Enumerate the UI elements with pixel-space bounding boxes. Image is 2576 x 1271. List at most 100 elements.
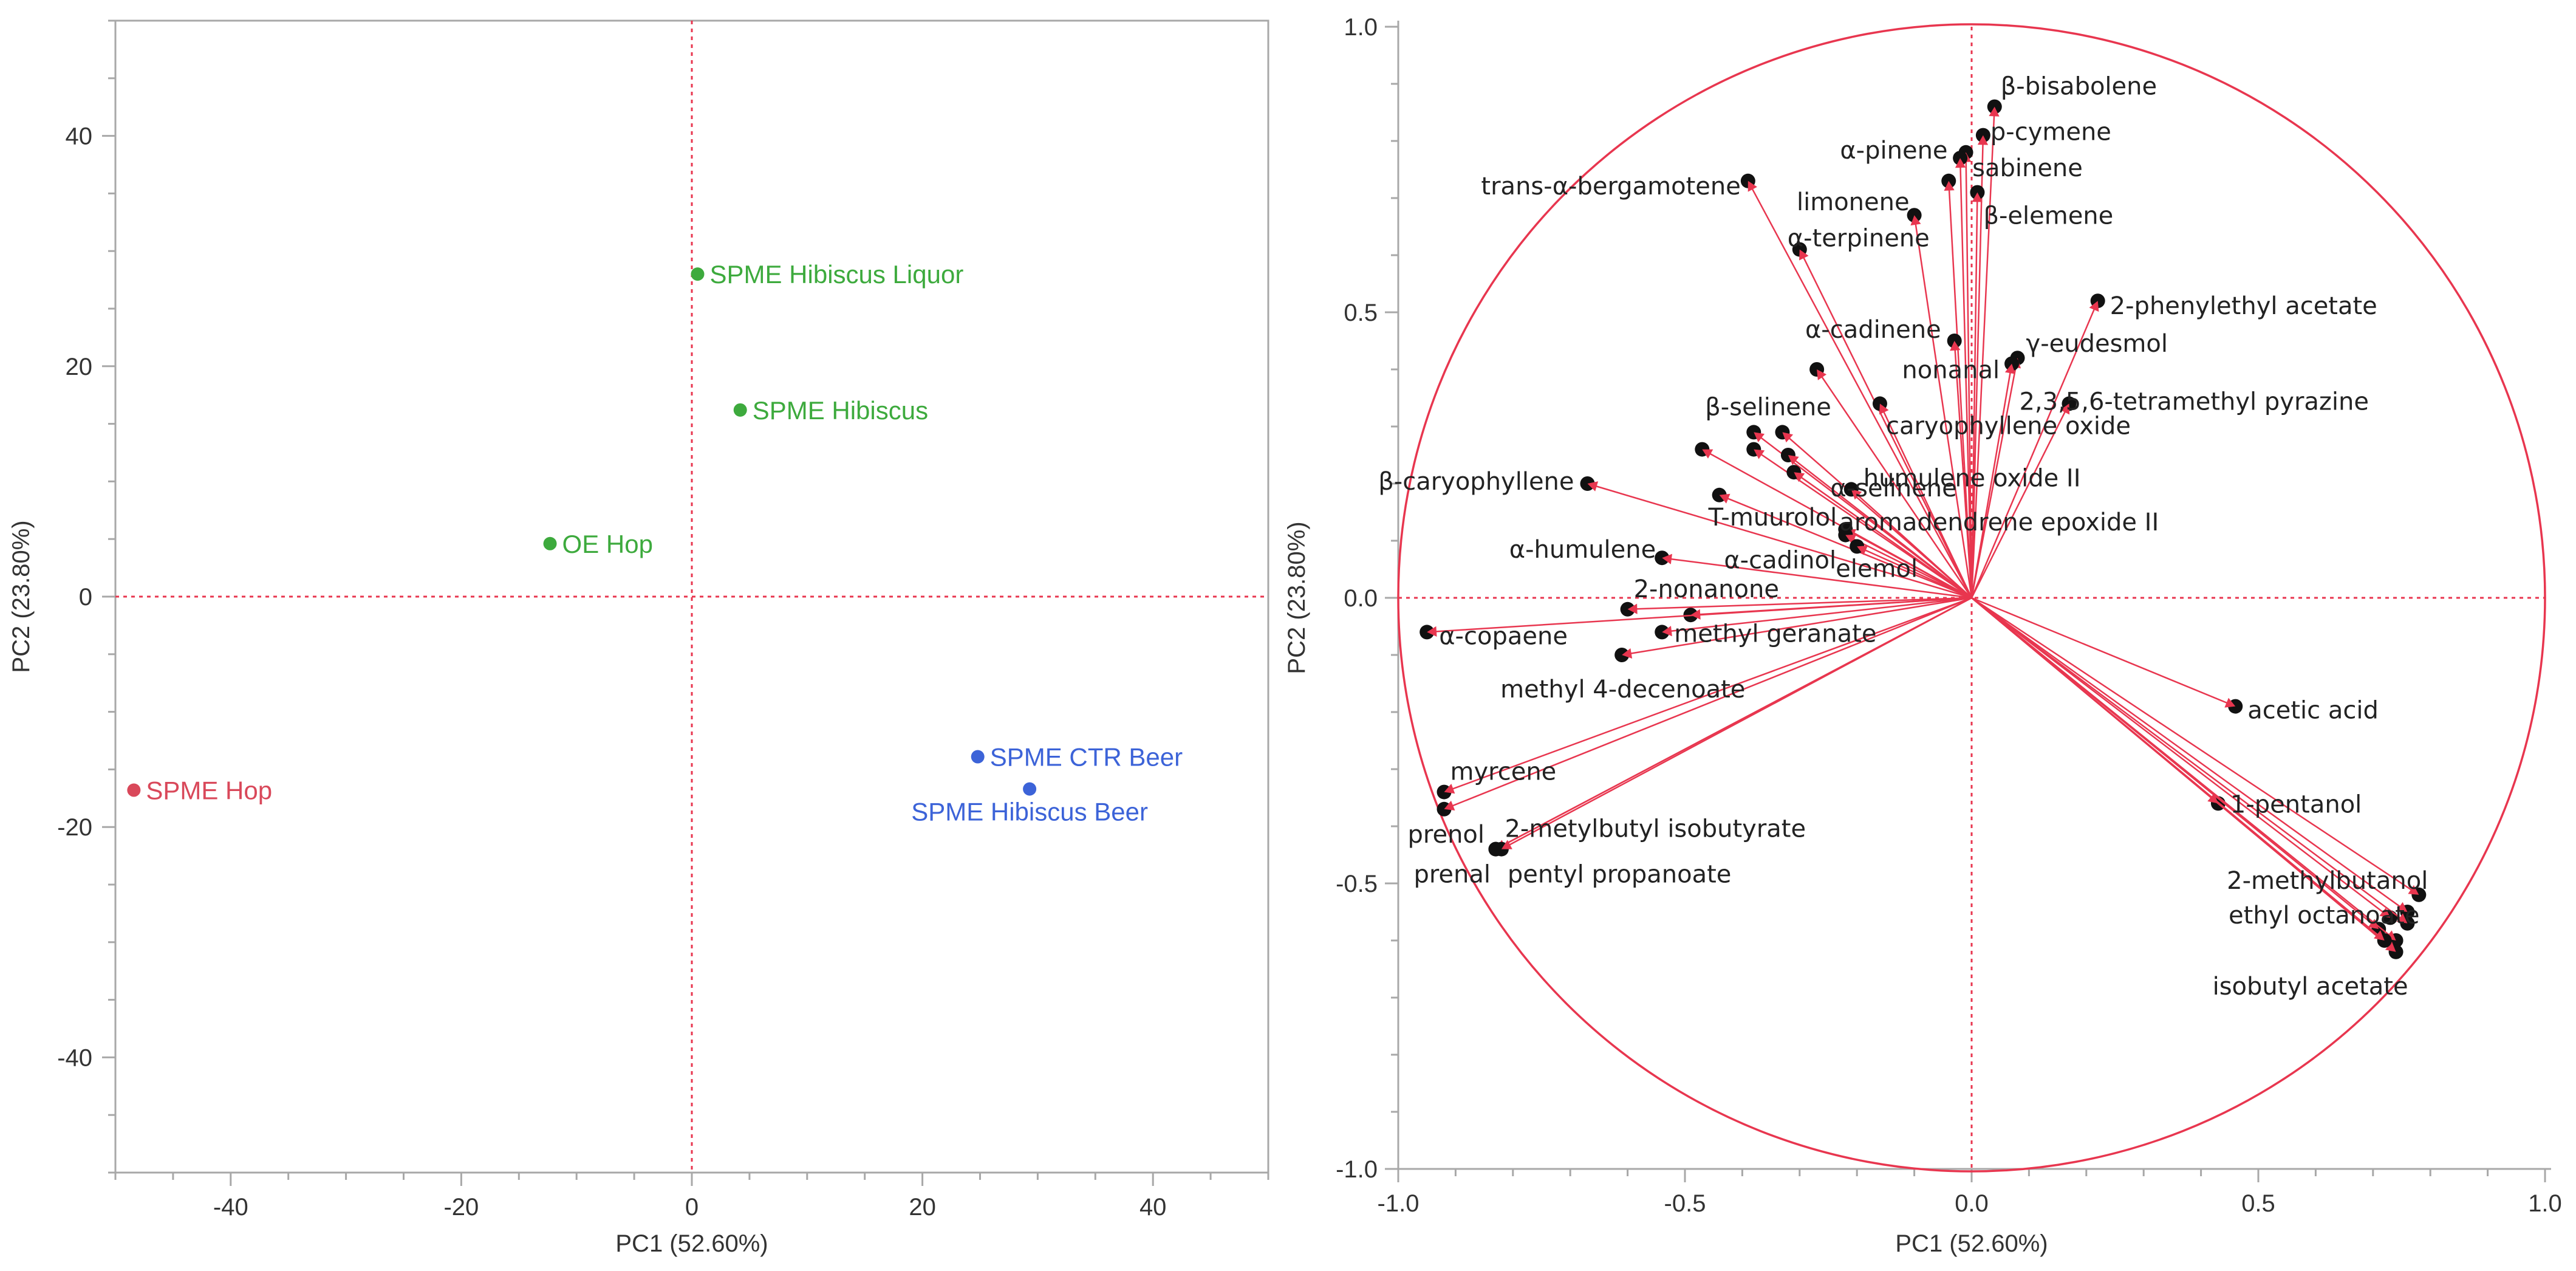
loading-label: caryophyllene oxide [1886, 412, 2131, 440]
loading-arrowhead [1879, 403, 1889, 415]
loading-arrowhead [1857, 545, 1868, 555]
score-point [691, 267, 705, 281]
x-tick-label: 20 [909, 1194, 936, 1221]
y-tick-label: -1.0 [1336, 1156, 1378, 1183]
loading-arrowhead [1782, 432, 1794, 443]
loading-arrowhead [2060, 403, 2070, 415]
y-tick-label: 0 [79, 584, 92, 611]
x-tick-label: -40 [213, 1194, 248, 1221]
loading-label: aromadendrene epoxide II [1839, 509, 2159, 536]
loading-vector [1501, 597, 1972, 850]
loading-vector [1971, 597, 2420, 896]
loading-label: prenal [1413, 861, 1491, 889]
loading-label: 2-phenylethyl acetate [2110, 292, 2377, 320]
x-tick-label: -1.0 [1378, 1190, 1420, 1217]
loading-vector [1627, 597, 1972, 611]
loading-arrowhead [1972, 192, 1983, 202]
loading-vector [1816, 369, 1973, 598]
loading-label: ethyl octanoate [2229, 902, 2419, 930]
loading-vector [1845, 529, 1972, 599]
loading-labels: β-bisabolene p-cymene α-pinene sabinene β-el… [1378, 73, 2428, 1001]
loading-vector [1970, 106, 1996, 598]
loading-label: methyl geranate [1674, 620, 1876, 648]
score-point [733, 403, 747, 417]
loading-label: limonene [1797, 188, 1910, 216]
score-point [543, 536, 557, 550]
loading-arrowhead [1690, 609, 1701, 620]
loading-label: α-cadinol [1724, 547, 1836, 575]
loading-vector [1444, 597, 1972, 810]
y-tick-label: 40 [66, 123, 93, 150]
loading-label: β-bisabolene [2001, 73, 2157, 101]
loading-arrowhead [2089, 301, 2099, 312]
loading-vector [1799, 249, 1973, 598]
loading-vector [1959, 158, 1973, 598]
score-plot-points: SPME Hibiscus Liquor SPME Hibiscus OE Hop S… [127, 260, 1183, 826]
score-plot: -40 -20 0 20 40 -40 -20 0 20 40 SPME Hibiscus Liq… [8, 19, 1269, 1257]
loading-arrowhead [1627, 603, 1638, 614]
loading-arrowhead [2396, 913, 2408, 923]
x-tick-label: 0 [685, 1194, 699, 1221]
loading-vector [1879, 403, 1973, 598]
y-tick-label: 20 [66, 354, 93, 380]
loading-vector [1856, 546, 1972, 599]
loading-arrowhead [1817, 369, 1827, 380]
loading-vector [1953, 340, 1973, 598]
loading-vector [1970, 403, 2070, 598]
loading-arrowhead [1851, 489, 1862, 500]
loading-label: myrcene [1450, 758, 1557, 786]
loading-label: sabinene [1972, 154, 2083, 182]
loading-label: pentyl propanoate [1508, 861, 1732, 889]
loading-arrowhead [1977, 135, 1989, 145]
loading-vector [1719, 494, 1972, 599]
loading-vector [1662, 597, 1972, 633]
loading-vector [1971, 597, 2408, 924]
loading-label: β-caryophyllene [1378, 468, 1574, 496]
loading-label: elemol [1836, 555, 1918, 583]
score-point-label: SPME Hibiscus Beer [911, 798, 1148, 826]
score-point-label: SPME CTR Beer [990, 743, 1183, 772]
loading-label: methyl 4-decenoate [1500, 676, 1745, 704]
loading-label: p-cymene [1990, 118, 2111, 146]
loading-arrowhead [2408, 885, 2419, 895]
loading-arrowhead [2004, 363, 2015, 374]
loading-plot-y-axis-label: PC2 (23.80%) [1283, 521, 1310, 674]
loading-vector [1971, 597, 2397, 941]
loading-arrowhead [2379, 907, 2391, 918]
loading-arrowhead [1950, 341, 1961, 351]
loading-label: 2,3,5,6-tetramethyl pyrazine [2019, 388, 2369, 416]
score-point-label: SPME Hibiscus Liquor [709, 260, 963, 289]
loading-label: humulene oxide II [1864, 464, 2081, 492]
loading-arrowhead [1754, 432, 1765, 442]
loading-vector [1788, 454, 1972, 598]
loading-vector [1621, 597, 1972, 656]
loading-vector [1793, 471, 1972, 599]
loading-arrowhead [1989, 106, 2000, 117]
loading-vector [1662, 557, 1972, 599]
loading-plot: -1.0 -0.5 0.0 0.5 1.0 -1.0 -0.5 0.0 0.5 1.0 β-bis… [1283, 14, 2562, 1257]
y-tick-label: -40 [57, 1044, 92, 1071]
loading-label: 2-metylbutyl isobutyrate [1505, 815, 1806, 843]
loading-vector [1845, 534, 1972, 599]
score-plot-y-axis-label: PC2 (23.80%) [8, 520, 35, 673]
loading-vectors [1420, 99, 2427, 959]
loading-arrowhead [1748, 180, 1757, 192]
score-point-label: OE Hop [562, 530, 653, 558]
score-point-label: SPME Hibiscus [753, 396, 928, 425]
score-plot-reference-lines [115, 21, 1268, 1173]
loading-vector [1850, 488, 1972, 598]
loading-vector [1971, 597, 2236, 707]
loading-arrowhead [2224, 697, 2236, 708]
x-tick-label: 40 [1139, 1194, 1167, 1221]
score-point [127, 783, 141, 797]
y-tick-label: -20 [57, 814, 92, 841]
score-point [971, 750, 985, 764]
score-point-label: SPME Hop [146, 776, 272, 805]
loading-arrowhead [1444, 800, 1455, 810]
loading-arrowhead [1955, 158, 1966, 168]
y-tick-label: 0.5 [1344, 300, 1378, 326]
loading-arrowhead [1662, 626, 1672, 637]
loading-arrowhead [1794, 472, 1805, 482]
loading-label: acetic acid [2247, 697, 2379, 725]
